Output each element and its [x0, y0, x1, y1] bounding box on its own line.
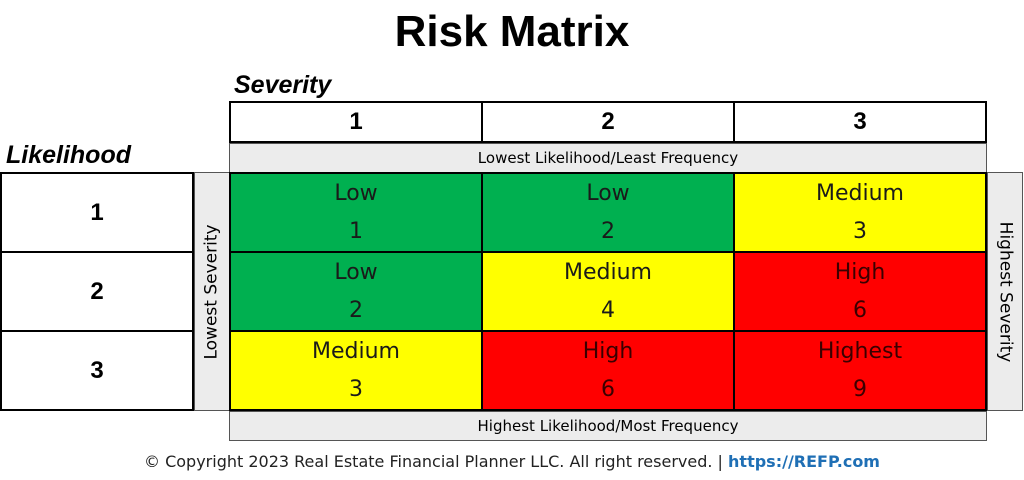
right-band: Highest Severity: [987, 172, 1023, 411]
cell-level: High: [582, 338, 634, 364]
cell-score: 9: [853, 376, 867, 402]
matrix-cell-3-3: Highest 9: [735, 332, 985, 409]
cell-score: 6: [853, 297, 867, 323]
matrix-cell-2-1: Low 2: [231, 253, 481, 330]
matrix-cell-1-2: Low 2: [483, 174, 733, 251]
cell-level: Medium: [564, 259, 652, 285]
cell-score: 1: [349, 218, 363, 244]
severity-axis-label: Severity: [234, 71, 332, 99]
top-band-label: Lowest Likelihood/Least Frequency: [229, 143, 987, 173]
matrix-cell-2-3: High 6: [735, 253, 985, 330]
cell-score: 4: [601, 297, 615, 323]
severity-header-1: 1: [231, 103, 483, 141]
cell-score: 2: [601, 218, 615, 244]
copyright-text: © Copyright 2023 Real Estate Financial P…: [144, 452, 723, 471]
likelihood-axis-label: Likelihood: [6, 141, 131, 169]
cell-level: Highest: [817, 338, 903, 364]
severity-header-2: 2: [483, 103, 735, 141]
cell-score: 3: [853, 218, 867, 244]
cell-level: Low: [586, 180, 630, 206]
cell-score: 2: [349, 297, 363, 323]
cell-level: Low: [334, 259, 378, 285]
severity-header-row: 1 2 3: [229, 101, 987, 143]
website-link[interactable]: https://REFP.com: [728, 452, 880, 471]
likelihood-header-column: 1 2 3: [0, 172, 194, 411]
footer: © Copyright 2023 Real Estate Financial P…: [0, 452, 1024, 476]
severity-header-3: 3: [853, 108, 867, 135]
left-band: Lowest Severity: [194, 172, 230, 411]
risk-matrix-grid: Low 1 Low 2 Medium 3 Low 2 Medium 4 High…: [229, 172, 987, 411]
likelihood-header-3: 3: [90, 356, 104, 384]
likelihood-header-1: 1: [2, 174, 192, 253]
cell-level: Medium: [312, 338, 400, 364]
cell-level: Medium: [816, 180, 904, 206]
matrix-cell-1-1: Low 1: [231, 174, 481, 251]
likelihood-header-2: 2: [2, 253, 192, 332]
cell-score: 3: [349, 376, 363, 402]
cell-level: Low: [334, 180, 378, 206]
matrix-cell-3-1: Medium 3: [231, 332, 481, 409]
matrix-cell-3-2: High 6: [483, 332, 733, 409]
matrix-cell-1-3: Medium 3: [735, 174, 985, 251]
bottom-band-label: Highest Likelihood/Most Frequency: [229, 411, 987, 441]
cell-score: 6: [601, 376, 615, 402]
matrix-cell-2-2: Medium 4: [483, 253, 733, 330]
left-band-label: Lowest Severity: [202, 223, 223, 360]
cell-level: High: [834, 259, 886, 285]
page-title: Risk Matrix: [394, 7, 630, 56]
right-band-label: Highest Severity: [995, 221, 1016, 362]
